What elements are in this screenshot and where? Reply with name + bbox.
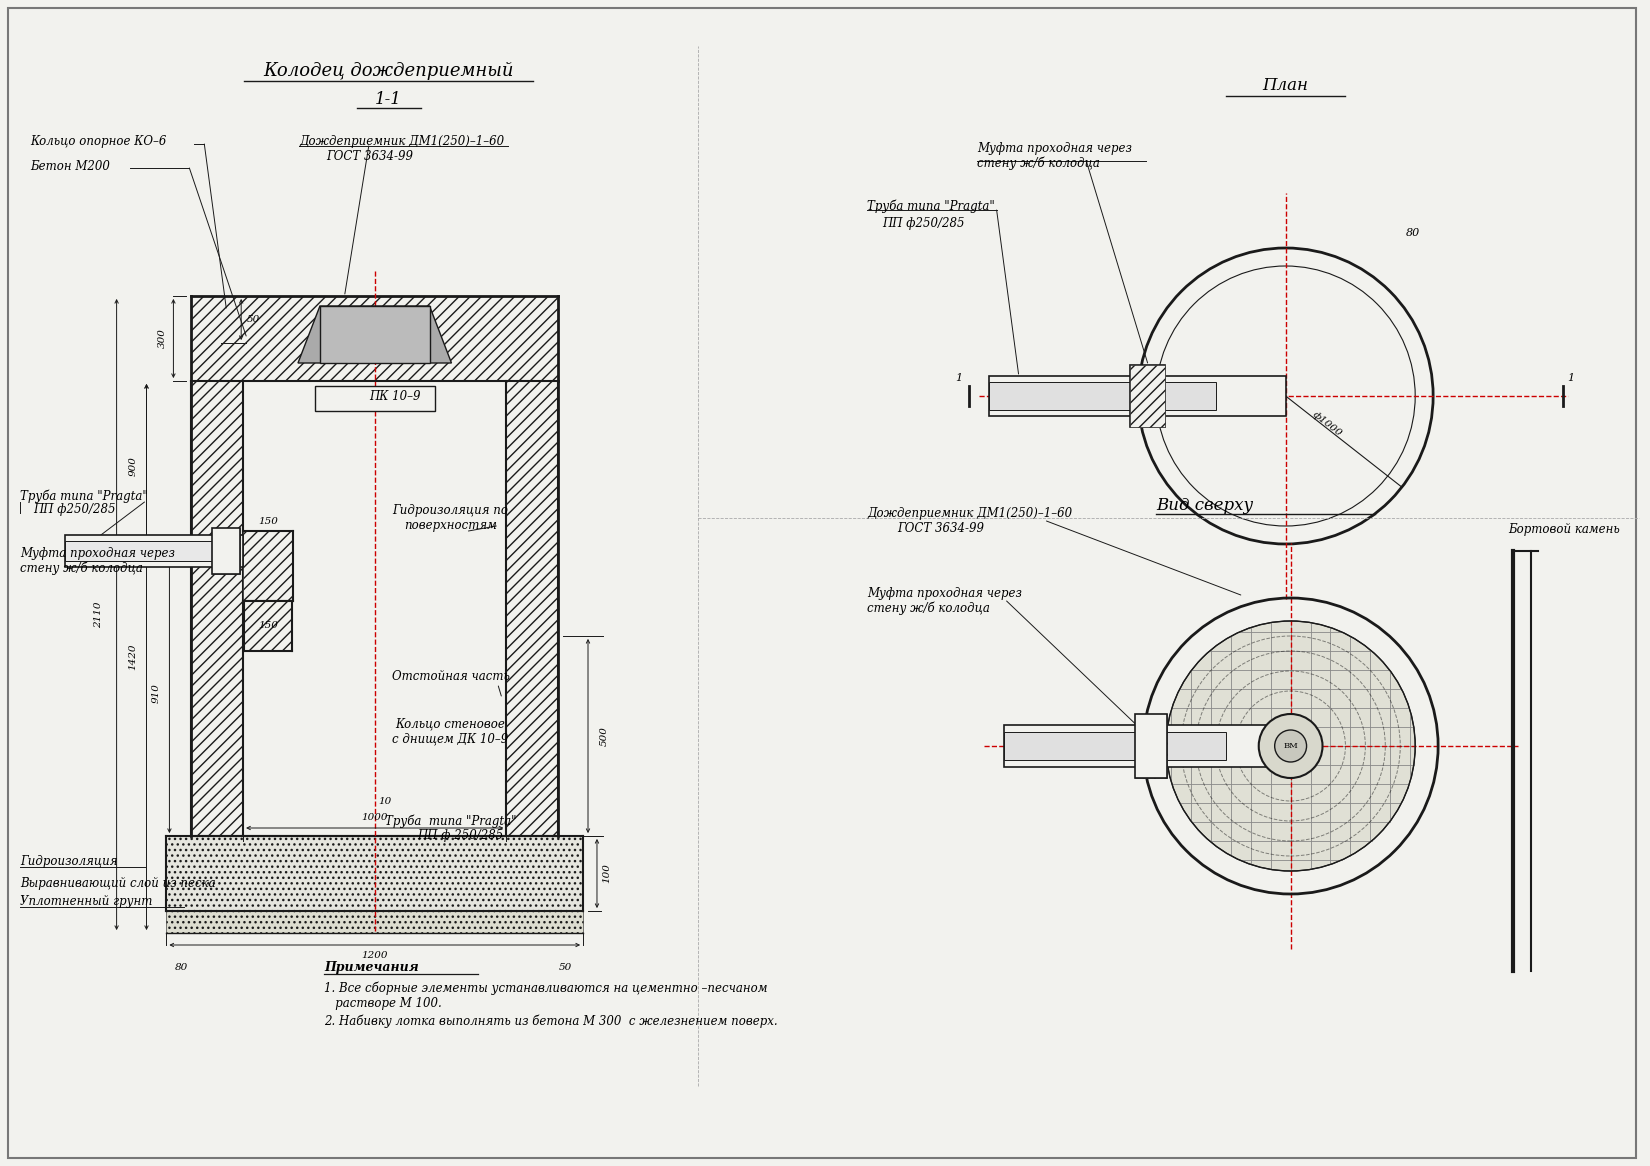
- Text: Труба  типа "Pragta": Труба типа "Pragta": [384, 814, 516, 828]
- Text: Бортовой камень: Бортовой камень: [1508, 522, 1620, 535]
- Text: 80: 80: [1406, 229, 1421, 238]
- Text: Гидроизоляция по
поверхностям: Гидроизоляция по поверхностям: [393, 504, 508, 532]
- Text: ГОСТ 3634-99: ГОСТ 3634-99: [327, 149, 412, 162]
- Text: 2. Набивку лотка выполнять из бетона М 300  с железнением поверх.: 2. Набивку лотка выполнять из бетона М 3…: [323, 1014, 777, 1027]
- Text: 1: 1: [1568, 373, 1574, 382]
- Text: ПП ф250/285: ПП ф250/285: [883, 217, 965, 230]
- Bar: [64, 541, 223, 561]
- Circle shape: [1259, 714, 1323, 778]
- Text: растворе М 100.: растворе М 100.: [323, 997, 442, 1010]
- Text: Муфта проходная через
стену ж/б колодца: Муфта проходная через стену ж/б колодца: [20, 547, 175, 575]
- Text: 1200: 1200: [361, 950, 388, 960]
- Text: Муфта проходная через
стену ж/б колодца: Муфта проходная через стену ж/б колодца: [977, 142, 1132, 170]
- Bar: [1135, 714, 1167, 778]
- Bar: [64, 535, 243, 567]
- Bar: [167, 836, 582, 911]
- Bar: [213, 528, 241, 574]
- Bar: [1130, 365, 1165, 427]
- Text: Гидроизоляция: Гидроизоляция: [20, 855, 117, 868]
- Text: 10: 10: [380, 796, 393, 806]
- Bar: [507, 381, 558, 836]
- Text: 50: 50: [558, 962, 571, 971]
- Text: ГОСТ 3634-99: ГОСТ 3634-99: [898, 521, 983, 534]
- Text: ф1000: ф1000: [1310, 409, 1343, 438]
- Text: Труба типа "Pragta": Труба типа "Pragta": [20, 490, 148, 503]
- Bar: [213, 528, 241, 574]
- Text: 1420: 1420: [129, 644, 137, 670]
- Text: Кольцо стеновое
с днищем ДК 10–9: Кольцо стеновое с днищем ДК 10–9: [393, 717, 508, 745]
- Bar: [1003, 725, 1290, 767]
- Text: 500: 500: [599, 726, 609, 746]
- Text: 2110: 2110: [94, 602, 104, 627]
- Text: 1-1: 1-1: [375, 91, 403, 107]
- Text: 50: 50: [246, 315, 259, 323]
- Text: Колодец дождеприемный: Колодец дождеприемный: [264, 62, 513, 80]
- Text: ПП ф 250/285: ПП ф 250/285: [417, 829, 503, 843]
- Text: 910: 910: [152, 683, 162, 703]
- Text: 150: 150: [257, 517, 279, 526]
- Text: ПК 10–9: ПК 10–9: [370, 389, 421, 402]
- Bar: [191, 296, 558, 381]
- Text: 900: 900: [129, 456, 139, 476]
- Bar: [988, 382, 1216, 410]
- Text: 300: 300: [158, 329, 167, 349]
- Bar: [243, 531, 294, 600]
- Circle shape: [1167, 621, 1416, 871]
- Text: Выравнивающий слой из песка: Выравнивающий слой из песка: [20, 878, 216, 891]
- Bar: [1130, 365, 1165, 427]
- Bar: [315, 386, 434, 410]
- Text: Муфта проходная через
стену ж/б колодца: Муфта проходная через стену ж/б колодца: [866, 586, 1021, 616]
- Text: ПП ф250/285: ПП ф250/285: [33, 504, 116, 517]
- Circle shape: [1275, 730, 1307, 763]
- Text: Дождеприемник ДМ1(250)–1–60: Дождеприемник ДМ1(250)–1–60: [866, 507, 1072, 520]
- Bar: [315, 386, 434, 410]
- Text: Бетон М200: Бетон М200: [30, 160, 111, 173]
- Text: План: План: [1262, 77, 1308, 94]
- Text: Труба типа "Pragta": Труба типа "Pragta": [866, 199, 995, 212]
- Text: Уплотненный грунт: Уплотненный грунт: [20, 894, 152, 907]
- Text: 1. Все сборные элементы устанавливаются на цементно –песчаном: 1. Все сборные элементы устанавливаются …: [323, 982, 767, 995]
- Text: Вид сверху: Вид сверху: [1157, 498, 1254, 514]
- Text: 1000: 1000: [361, 814, 388, 822]
- Text: ВМ: ВМ: [1284, 742, 1299, 750]
- Bar: [988, 375, 1285, 416]
- Text: Отстойная часть: Отстойная часть: [391, 669, 510, 682]
- Text: 150: 150: [257, 621, 279, 631]
- Polygon shape: [299, 305, 452, 363]
- Bar: [167, 911, 582, 933]
- Bar: [1003, 732, 1226, 760]
- Bar: [1135, 714, 1167, 778]
- Bar: [191, 381, 243, 836]
- Bar: [320, 305, 429, 363]
- Text: Примечания: Примечания: [323, 962, 419, 975]
- Text: Дождеприемник ДМ1(250)–1–60: Дождеприемник ДМ1(250)–1–60: [299, 134, 505, 148]
- Text: 100: 100: [602, 864, 612, 884]
- Text: 1: 1: [955, 373, 962, 382]
- Text: 80: 80: [175, 962, 188, 971]
- Bar: [244, 600, 292, 651]
- Text: Кольцо опорное КО–6: Кольцо опорное КО–6: [30, 134, 167, 148]
